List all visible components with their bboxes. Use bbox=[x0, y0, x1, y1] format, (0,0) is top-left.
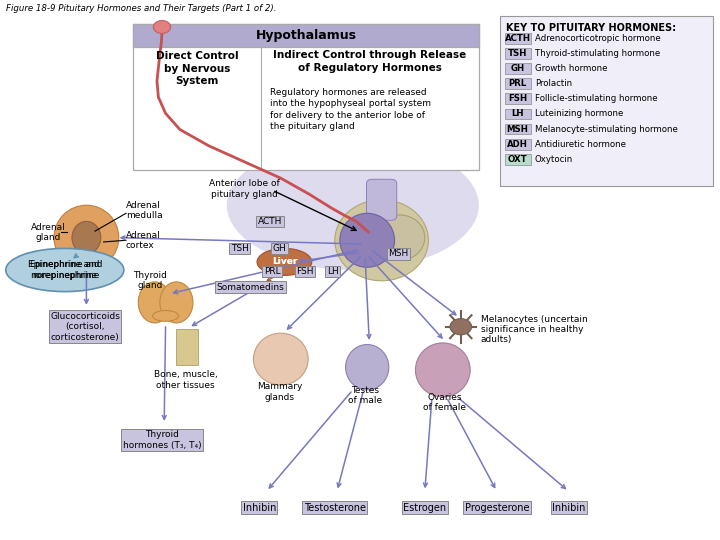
Text: Figure 18-9 Pituitary Hormones and Their Targets (Part 1 of 2).: Figure 18-9 Pituitary Hormones and Their… bbox=[6, 4, 276, 13]
Text: Growth hormone: Growth hormone bbox=[535, 64, 608, 73]
Text: PRL: PRL bbox=[508, 79, 527, 88]
Text: Inhibin: Inhibin bbox=[552, 503, 585, 512]
Text: OXT: OXT bbox=[508, 155, 528, 164]
Text: Antidiuretic hormone: Antidiuretic hormone bbox=[535, 140, 626, 149]
Text: Thyroid-stimulating hormone: Thyroid-stimulating hormone bbox=[535, 49, 660, 58]
Text: Melanocyte-stimulating hormone: Melanocyte-stimulating hormone bbox=[535, 125, 678, 133]
Text: Indirect Control through Release
of Regulatory Hormones: Indirect Control through Release of Regu… bbox=[274, 50, 467, 72]
Text: MSH: MSH bbox=[388, 249, 408, 258]
Text: FSH: FSH bbox=[508, 94, 527, 103]
Text: FSH: FSH bbox=[297, 267, 314, 276]
Bar bbox=[505, 154, 531, 165]
FancyBboxPatch shape bbox=[366, 179, 397, 220]
Ellipse shape bbox=[374, 215, 425, 260]
Ellipse shape bbox=[160, 282, 193, 323]
Bar bbox=[505, 124, 531, 134]
Ellipse shape bbox=[227, 140, 479, 270]
Ellipse shape bbox=[257, 248, 312, 275]
Bar bbox=[133, 24, 479, 170]
Bar bbox=[505, 93, 531, 104]
Text: ACTH: ACTH bbox=[505, 34, 531, 43]
Ellipse shape bbox=[153, 21, 171, 33]
Text: Direct Control
by Nervous
System: Direct Control by Nervous System bbox=[156, 51, 238, 86]
Text: GH: GH bbox=[510, 64, 525, 73]
Bar bbox=[505, 109, 531, 119]
Text: Mammary
glands: Mammary glands bbox=[256, 382, 302, 402]
Bar bbox=[505, 139, 531, 150]
Ellipse shape bbox=[415, 343, 470, 397]
Text: Adrenocorticotropic hormone: Adrenocorticotropic hormone bbox=[535, 34, 661, 43]
Text: Oxytocin: Oxytocin bbox=[535, 155, 573, 164]
Text: Adrenal
medulla: Adrenal medulla bbox=[126, 201, 163, 220]
Bar bbox=[500, 16, 713, 186]
Text: Hypothalamus: Hypothalamus bbox=[256, 29, 356, 42]
Ellipse shape bbox=[253, 333, 308, 385]
Text: Glucocorticoids
(cortisol,
corticosterone): Glucocorticoids (cortisol, corticosteron… bbox=[50, 312, 120, 342]
Text: Somatomedins: Somatomedins bbox=[217, 283, 284, 292]
Text: MSH: MSH bbox=[507, 125, 528, 133]
Text: PRL: PRL bbox=[264, 267, 281, 276]
Ellipse shape bbox=[54, 205, 119, 270]
Text: Inhibin: Inhibin bbox=[243, 503, 276, 512]
Text: KEY TO PITUITARY HORMONES:: KEY TO PITUITARY HORMONES: bbox=[506, 23, 676, 33]
Text: Liver: Liver bbox=[271, 258, 297, 266]
Bar bbox=[505, 63, 531, 74]
Text: Follicle-stimulating hormone: Follicle-stimulating hormone bbox=[535, 94, 657, 103]
Text: Adrenal
cortex: Adrenal cortex bbox=[126, 231, 161, 250]
Text: Melanocytes (uncertain
significance in healthy
adults): Melanocytes (uncertain significance in h… bbox=[481, 314, 588, 345]
Text: Epinephrine and
norepinephrine: Epinephrine and norepinephrine bbox=[30, 260, 99, 280]
Text: Thyroid
hormones (T₃, T₄): Thyroid hormones (T₃, T₄) bbox=[122, 430, 202, 450]
Text: Epinephrine and
norepinephrine: Epinephrine and norepinephrine bbox=[27, 260, 102, 280]
Text: GH: GH bbox=[272, 244, 287, 253]
Text: ADH: ADH bbox=[508, 140, 528, 149]
Ellipse shape bbox=[138, 282, 171, 323]
Bar bbox=[505, 78, 531, 89]
Ellipse shape bbox=[335, 200, 428, 281]
Text: TSH: TSH bbox=[231, 244, 248, 253]
Text: LH: LH bbox=[327, 267, 338, 276]
Bar bbox=[176, 329, 198, 364]
Text: Ovaries
of female: Ovaries of female bbox=[423, 393, 467, 412]
Text: Liver: Liver bbox=[271, 258, 297, 266]
Text: Prolactin: Prolactin bbox=[535, 79, 572, 88]
Ellipse shape bbox=[340, 213, 395, 267]
Text: Luteinizing hormone: Luteinizing hormone bbox=[535, 110, 624, 118]
Ellipse shape bbox=[153, 310, 179, 321]
Bar bbox=[133, 24, 479, 47]
Text: Anterior lobe of
pituitary gland: Anterior lobe of pituitary gland bbox=[210, 179, 280, 199]
Ellipse shape bbox=[72, 221, 101, 254]
Ellipse shape bbox=[346, 345, 389, 390]
Text: Estrogen: Estrogen bbox=[403, 503, 446, 512]
Text: Regulatory hormones are released
into the hypophyseal portal system
for delivery: Regulatory hormones are released into th… bbox=[270, 88, 431, 131]
Ellipse shape bbox=[450, 319, 472, 335]
Text: TSH: TSH bbox=[508, 49, 527, 58]
Bar bbox=[505, 33, 531, 44]
Text: Testes
of male: Testes of male bbox=[348, 386, 382, 405]
Text: Testosterone: Testosterone bbox=[304, 503, 366, 512]
Ellipse shape bbox=[6, 248, 124, 292]
Bar bbox=[505, 48, 531, 59]
Text: Bone, muscle,
other tissues: Bone, muscle, other tissues bbox=[154, 370, 217, 390]
Text: LH: LH bbox=[511, 110, 524, 118]
Text: Progesterone: Progesterone bbox=[464, 503, 529, 512]
Text: Thyroid
gland: Thyroid gland bbox=[132, 271, 167, 291]
Text: ACTH: ACTH bbox=[258, 217, 282, 226]
Text: Adrenal
gland: Adrenal gland bbox=[31, 222, 66, 242]
